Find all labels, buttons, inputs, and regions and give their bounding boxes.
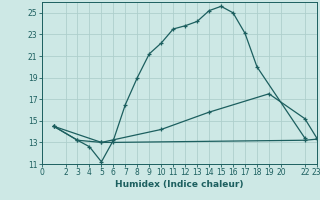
X-axis label: Humidex (Indice chaleur): Humidex (Indice chaleur)	[115, 180, 244, 189]
